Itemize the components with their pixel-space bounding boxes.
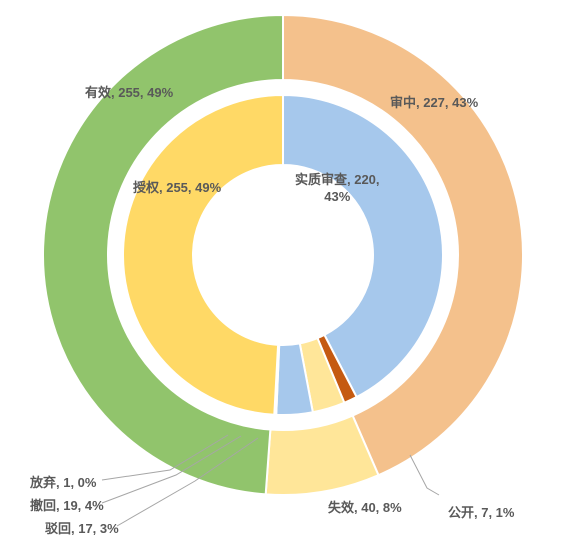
chart-data-label: 驳回, 17, 3% — [45, 521, 119, 538]
donut-svg — [0, 0, 566, 543]
leader-line — [410, 455, 439, 495]
chart-data-label: 实质审查, 220,43% — [295, 172, 380, 206]
nested-donut-chart: 审中, 227, 43% 有效, 255, 49% 授权, 255, 49% 实质审查… — [0, 0, 566, 543]
chart-data-label: 放弃, 1, 0% — [30, 475, 96, 492]
chart-data-label: 撤回, 19, 4% — [30, 498, 104, 515]
chart-data-label: 有效, 255, 49% — [85, 85, 173, 102]
chart-data-label: 授权, 255, 49% — [133, 180, 221, 197]
chart-data-label: 失效, 40, 8% — [328, 500, 402, 517]
chart-data-label: 公开, 7, 1% — [448, 505, 514, 522]
chart-data-label: 审中, 227, 43% — [390, 95, 478, 112]
